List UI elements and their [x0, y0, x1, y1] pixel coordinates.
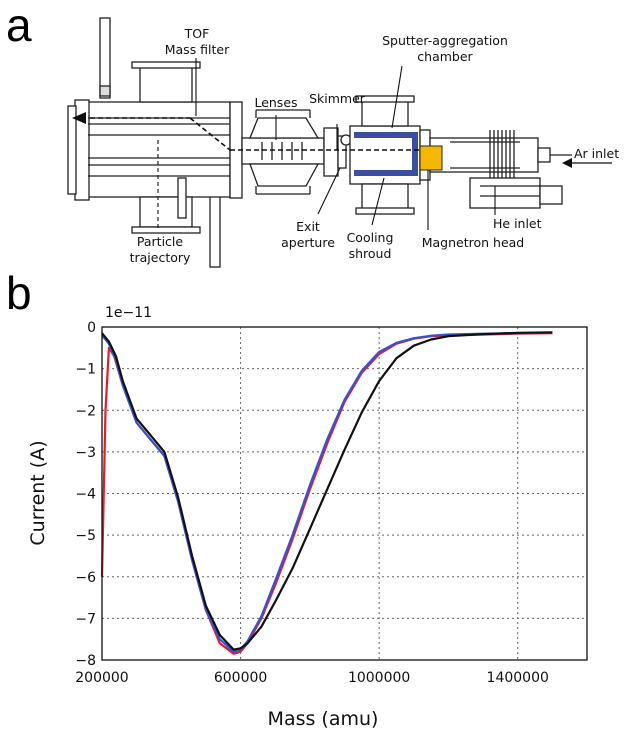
x-tick-label: 1000000: [348, 670, 410, 686]
label-lenses: Lenses: [254, 95, 297, 110]
y-tick-label: −5: [75, 528, 96, 544]
panel-label-b: b: [6, 267, 32, 319]
leader-lines: [157, 58, 496, 230]
label-shroud: shroud: [349, 246, 392, 261]
x-tick-label: 600000: [214, 670, 267, 686]
mass-spectrum-chart: 200000 600000 1000000 1400000 0 −1 −2 −3 −4 −5 −6 −…: [27, 305, 588, 730]
x-tick-label: 1400000: [487, 670, 549, 686]
apparatus-diagram: TOF Mass filter Lenses Skimmer Sputter-a…: [67, 17, 619, 268]
label-particle: Particle: [137, 234, 183, 249]
x-tick-label: 200000: [75, 670, 128, 686]
y-tick-label: −1: [75, 362, 96, 378]
magnetron-target: [419, 145, 443, 171]
cooling-shroud-end: [412, 132, 418, 176]
y-tick-label: −4: [75, 487, 96, 503]
x-axis-title: Mass (amu): [268, 708, 379, 730]
left-lower-post: [209, 194, 221, 268]
plot-frame: [101, 326, 588, 661]
left-upper-post: [99, 17, 111, 99]
label-cooling: Cooling: [347, 230, 394, 245]
label-tof: TOF: [184, 26, 210, 41]
series-line-2: [101, 331, 553, 653]
y-tick-label: −3: [75, 445, 96, 461]
y-tick-label: −6: [75, 570, 96, 586]
series-lines: [100, 331, 553, 655]
tof-chamber: [87, 101, 231, 198]
panel-label-a: a: [6, 0, 32, 51]
label-sputter-aggregation: Sputter-aggregation: [382, 33, 508, 48]
ar-inlet-arrow-icon: [562, 158, 572, 168]
y-tick-label: 0: [87, 320, 96, 336]
exit-arrow-icon: [72, 112, 86, 124]
label-magnetron-head: Magnetron head: [422, 235, 525, 250]
label-trajectory: trajectory: [130, 250, 191, 265]
axis-ticks: 200000 600000 1000000 1400000 0 −1 −2 −3 −4 −5 −6 −…: [75, 320, 549, 686]
y-tick-label: −2: [75, 403, 96, 419]
label-mass-filter: Mass filter: [165, 42, 230, 57]
y-tick-label: −7: [75, 611, 96, 627]
lens-tube: [241, 137, 325, 165]
cooling-shroud-top: [354, 132, 412, 138]
label-aperture: aperture: [281, 235, 335, 250]
label-chamber: chamber: [417, 49, 473, 64]
series-line-3: [101, 331, 553, 651]
particle-trajectory-path: [90, 117, 420, 151]
label-ar-inlet: Ar inlet: [574, 146, 619, 161]
y-axis-title: Current (A): [27, 440, 49, 545]
magnetron-assembly: [429, 137, 539, 173]
y-tick-label: −8: [75, 653, 96, 669]
label-he-inlet: He inlet: [493, 216, 542, 231]
cooling-shroud-bottom: [354, 170, 412, 176]
label-exit: Exit: [296, 219, 320, 234]
label-skimmer: Skimmer: [309, 91, 366, 106]
y-multiplier-label: 1e−11: [105, 305, 152, 321]
